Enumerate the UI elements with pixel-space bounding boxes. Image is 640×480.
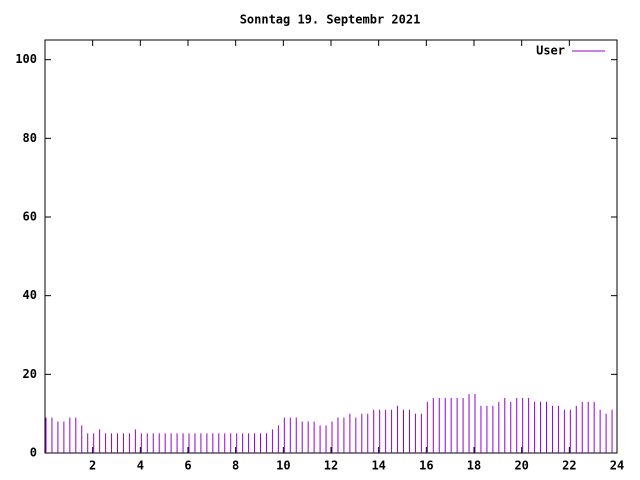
- y-tick-label: 80: [23, 131, 37, 145]
- x-tick-label: 14: [371, 459, 385, 473]
- y-tick-label: 0: [30, 446, 37, 460]
- x-tick-label: 16: [419, 459, 433, 473]
- y-tick-label: 60: [23, 210, 37, 224]
- x-tick-label: 12: [324, 459, 338, 473]
- x-tick-label: 24: [610, 459, 624, 473]
- y-tick-label: 20: [23, 367, 37, 381]
- x-tick-label: 22: [562, 459, 576, 473]
- x-tick-label: 2: [89, 459, 96, 473]
- x-tick-label: 8: [232, 459, 239, 473]
- y-tick-label: 100: [15, 52, 37, 66]
- plot-frame: [44, 39, 618, 454]
- legend-label: User: [536, 44, 565, 58]
- x-tick-label: 4: [137, 459, 144, 473]
- y-tick-label: 40: [23, 288, 37, 302]
- x-tick-label: 6: [184, 459, 191, 473]
- x-tick-label: 10: [276, 459, 290, 473]
- x-tick-label: 20: [514, 459, 528, 473]
- chart-title: Sonntag 19. Septembr 2021: [240, 13, 421, 27]
- x-tick-label: 18: [467, 459, 481, 473]
